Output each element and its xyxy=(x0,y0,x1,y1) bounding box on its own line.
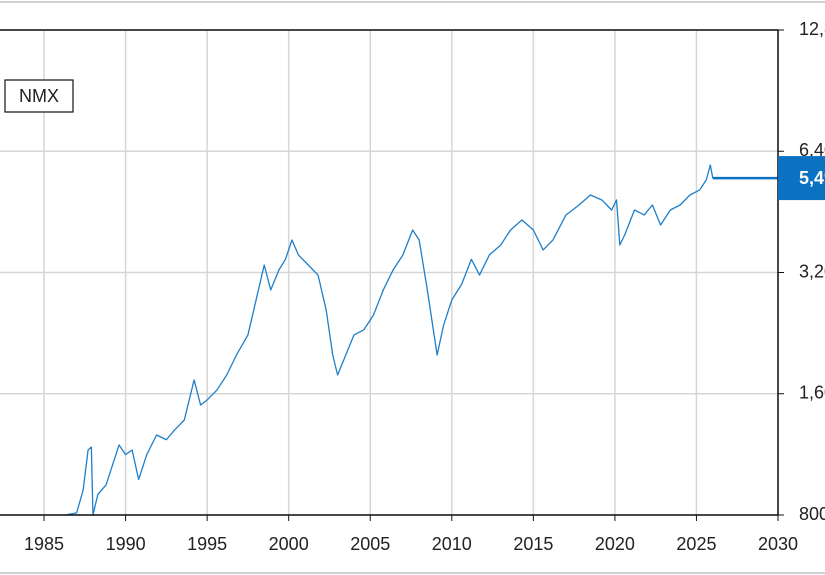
x-tick-label: 2010 xyxy=(432,534,472,554)
grid xyxy=(0,29,779,516)
legend-box xyxy=(4,79,74,113)
x-tick-label: 1990 xyxy=(106,534,146,554)
y-tick-label: 800 xyxy=(799,504,825,524)
y-tick-label: 3,200 xyxy=(799,261,825,281)
y-tick-label: 6,400 xyxy=(799,140,825,160)
x-tick-label: 1995 xyxy=(187,534,227,554)
plot xyxy=(65,164,778,516)
y-tick-label: 1,600 xyxy=(799,383,825,403)
current-label: 5,490 xyxy=(799,168,825,188)
current-tag xyxy=(778,156,825,201)
x-tick-label: 2015 xyxy=(513,534,553,554)
x-tick-label: 2025 xyxy=(676,534,716,554)
x-tick-label: 1985 xyxy=(24,534,64,554)
legend-label: NMX xyxy=(19,86,59,106)
x-tick-label: 2020 xyxy=(595,534,635,554)
x-tick-label: 2030 xyxy=(758,534,798,554)
series-line xyxy=(65,164,714,516)
x-tick-label: 2000 xyxy=(269,534,309,554)
x-tick-label: 2005 xyxy=(350,534,390,554)
y-tick-label: 12,800 xyxy=(799,19,825,39)
